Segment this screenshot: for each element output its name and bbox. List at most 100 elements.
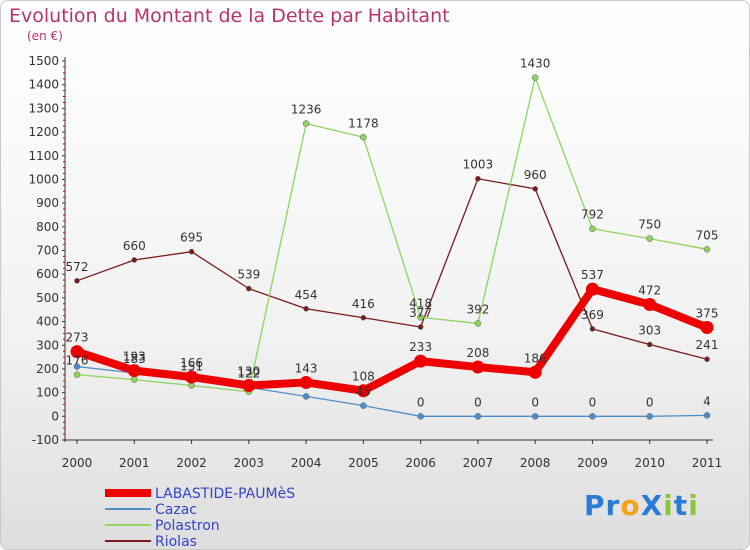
data-point bbox=[532, 186, 538, 192]
data-point bbox=[360, 402, 367, 409]
x-tick-label: 2002 bbox=[176, 456, 207, 470]
data-label: 0 bbox=[646, 395, 654, 409]
y-tick-label: 200 bbox=[36, 362, 59, 376]
y-tick-label: 1100 bbox=[28, 149, 59, 163]
x-tick-label: 2008 bbox=[520, 456, 551, 470]
data-label: 539 bbox=[237, 268, 260, 282]
data-point bbox=[246, 285, 252, 292]
x-tick-label: 2005 bbox=[348, 456, 379, 470]
data-point bbox=[302, 120, 310, 127]
data-point bbox=[474, 320, 482, 327]
data-label: 377 bbox=[409, 306, 432, 320]
data-label: 792 bbox=[581, 208, 604, 222]
data-label: 0 bbox=[531, 395, 539, 409]
data-point bbox=[131, 257, 138, 263]
data-label: 1430 bbox=[520, 57, 551, 71]
data-point bbox=[188, 248, 195, 255]
y-tick-label: 500 bbox=[36, 291, 59, 305]
data-label: 1003 bbox=[463, 158, 494, 172]
data-point bbox=[475, 175, 481, 182]
data-point bbox=[531, 413, 539, 420]
data-label: 375 bbox=[696, 306, 719, 320]
x-tick-label: 2000 bbox=[62, 456, 93, 470]
data-label: 208 bbox=[466, 346, 489, 360]
data-label: 108 bbox=[352, 370, 375, 384]
y-tick-label: 800 bbox=[36, 220, 59, 234]
series-line bbox=[76, 178, 708, 360]
data-point bbox=[646, 413, 653, 420]
data-label: 705 bbox=[696, 228, 719, 242]
data-point bbox=[646, 235, 653, 242]
logo-letter: i bbox=[688, 489, 699, 522]
y-tick-label: 1200 bbox=[28, 125, 59, 139]
data-point bbox=[242, 379, 256, 393]
data-point bbox=[589, 413, 596, 420]
data-point bbox=[528, 365, 542, 379]
data-point bbox=[74, 278, 80, 284]
x-tick-label: 2001 bbox=[119, 456, 150, 470]
data-point bbox=[303, 306, 309, 312]
logo-letter: i bbox=[663, 489, 674, 522]
data-point bbox=[643, 298, 657, 312]
data-label: 273 bbox=[66, 331, 89, 345]
logo-letter: r bbox=[605, 489, 621, 522]
x-tick-label: 2006 bbox=[405, 456, 436, 470]
series-line bbox=[76, 76, 708, 393]
data-label: 193 bbox=[123, 350, 146, 364]
data-point bbox=[127, 364, 141, 378]
data-label: 0 bbox=[589, 395, 597, 409]
data-label: 392 bbox=[466, 302, 489, 316]
data-label: 176 bbox=[66, 354, 89, 368]
data-label: 4 bbox=[703, 394, 711, 408]
data-point bbox=[585, 282, 599, 296]
y-tick-label: 1000 bbox=[28, 172, 59, 186]
data-label: 472 bbox=[638, 284, 661, 298]
data-point bbox=[299, 375, 313, 389]
data-label: 45 bbox=[356, 385, 371, 399]
data-label: 143 bbox=[295, 361, 318, 375]
data-label: 303 bbox=[638, 324, 661, 338]
x-tick-label: 2010 bbox=[634, 456, 665, 470]
data-point bbox=[417, 314, 424, 321]
data-label: 1236 bbox=[291, 103, 322, 117]
y-tick-label: 700 bbox=[36, 244, 59, 258]
x-tick-label: 2007 bbox=[463, 456, 494, 470]
logo-letter: P bbox=[584, 489, 606, 522]
data-label: 1178 bbox=[348, 116, 379, 130]
series-line bbox=[73, 285, 711, 395]
data-label: 241 bbox=[696, 338, 719, 352]
data-point bbox=[417, 324, 424, 330]
legend-label: Riolas bbox=[155, 534, 197, 550]
data-point bbox=[185, 370, 199, 384]
data-point bbox=[302, 393, 310, 400]
y-tick-label: 900 bbox=[36, 196, 59, 210]
y-tick-label: -100 bbox=[32, 433, 59, 447]
data-label: 418 bbox=[409, 296, 432, 310]
data-point bbox=[73, 371, 81, 378]
data-label: 0 bbox=[474, 395, 482, 409]
data-label: 122 bbox=[237, 366, 260, 380]
data-point bbox=[703, 412, 711, 419]
data-label: 572 bbox=[66, 260, 89, 274]
data-label: 750 bbox=[638, 218, 661, 232]
data-point bbox=[70, 345, 84, 359]
data-point bbox=[531, 74, 539, 81]
legend-label: Polastron bbox=[155, 518, 220, 534]
data-point bbox=[474, 413, 482, 420]
data-point bbox=[360, 315, 367, 321]
y-tick-label: 300 bbox=[36, 338, 59, 352]
data-label: 0 bbox=[417, 395, 425, 409]
logo-letter: t bbox=[673, 489, 689, 522]
data-label: 537 bbox=[581, 268, 604, 282]
y-tick-label: 1400 bbox=[28, 78, 59, 92]
data-label: 416 bbox=[352, 297, 375, 311]
y-tick-label: 600 bbox=[36, 267, 59, 281]
data-point bbox=[471, 360, 485, 374]
y-tick-label: 1300 bbox=[28, 101, 59, 115]
legend-label: LABASTIDE-PAUMèS bbox=[155, 486, 295, 502]
data-point bbox=[646, 341, 653, 348]
data-point bbox=[131, 376, 138, 383]
y-tick-label: 0 bbox=[51, 409, 59, 423]
